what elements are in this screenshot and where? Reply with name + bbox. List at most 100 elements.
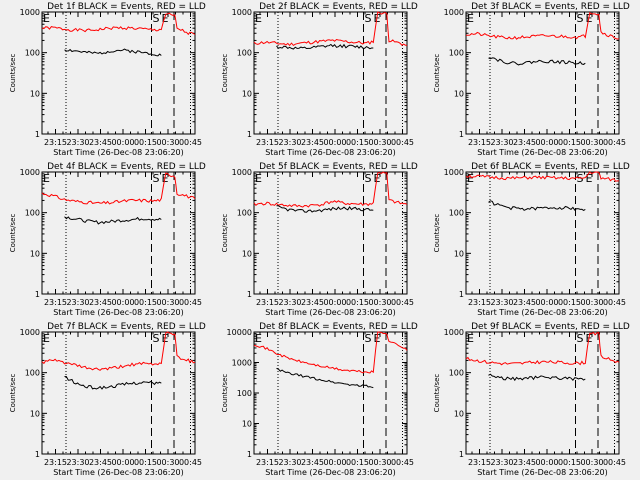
x-tick-label: 00:15 <box>346 138 369 147</box>
y-tick-label: 100 <box>25 49 40 58</box>
chart-panel-1: Det 1f BLACK = Events, RED = LLD 1 10 100 10… <box>9 2 206 157</box>
x-axis-label: Start Time (26-Dec-08 23:06:20) <box>53 468 184 477</box>
chart-panel-5: Det 5f BLACK = Events, RED = LLD 1 10 100 10… <box>221 162 418 317</box>
x-tick-label: 00:45 <box>603 458 626 467</box>
plot-frame <box>253 331 408 455</box>
y-tick-label: 1 <box>35 130 40 139</box>
chart-panel-9: Det 9f BLACK = Events, RED = LLD 1 10 100 10… <box>433 322 630 477</box>
black-events-series <box>488 200 586 211</box>
x-tick-label: 23:30 <box>66 458 89 467</box>
x-axis-label: Start Time (26-Dec-08 23:06:20) <box>477 468 608 477</box>
chart-panel-4: Det 4f BLACK = Events, RED = LLD 1 10 100 10… <box>9 162 206 317</box>
x-tick-label: 00:15 <box>558 298 581 307</box>
y-tick-label: 1000 <box>232 359 252 368</box>
y-tick-label: 1000 <box>444 168 464 177</box>
plot-frame <box>41 171 196 295</box>
red-lld-series <box>465 171 620 182</box>
corner-marker: E <box>255 172 262 185</box>
start-marker: S <box>365 12 372 25</box>
x-tick-label: 23:15 <box>256 458 279 467</box>
x-tick-label: 00:00 <box>535 298 558 307</box>
corner-marker: E <box>43 332 50 345</box>
y-tick-label: 10 <box>30 249 40 258</box>
chart-title: Det 5f BLACK = Events, RED = LLD <box>259 162 418 172</box>
y-tick-label: 100 <box>449 369 464 378</box>
red-lld-series <box>465 11 620 40</box>
start-marker: S <box>153 332 160 345</box>
start-marker: S <box>577 12 584 25</box>
y-tick-label: 1000 <box>232 168 252 177</box>
corner-marker: E <box>467 172 474 185</box>
y-axis-label: Counts/sec <box>433 374 441 413</box>
y-tick-label: 1000 <box>20 328 40 337</box>
y-tick-label: 100 <box>237 49 252 58</box>
y-axis-label: Counts/sec <box>433 214 441 253</box>
y-tick-label: 100 <box>449 209 464 218</box>
y-tick-label: 1 <box>35 450 40 459</box>
x-tick-label: 23:45 <box>301 138 324 147</box>
x-tick-label: 00:00 <box>323 458 346 467</box>
y-tick-label: 10 <box>454 89 464 98</box>
red-lld-series <box>253 331 408 374</box>
y-tick-label: 1 <box>247 130 252 139</box>
plot-frame <box>41 331 196 455</box>
chart-panel-2: Det 2f BLACK = Events, RED = LLD 1 10 100 10… <box>221 2 418 157</box>
x-tick-label: 23:45 <box>513 138 536 147</box>
end-marker: E <box>162 12 169 25</box>
y-tick-label: 1000 <box>444 8 464 17</box>
y-tick-label: 100 <box>237 389 252 398</box>
red-lld-series <box>253 11 408 47</box>
x-axis-label: Start Time (26-Dec-08 23:06:20) <box>265 468 396 477</box>
chart-title: Det 9f BLACK = Events, RED = LLD <box>471 322 630 332</box>
x-tick-label: 00:15 <box>134 138 157 147</box>
x-tick-label: 00:15 <box>558 138 581 147</box>
y-tick-label: 10 <box>30 89 40 98</box>
black-events-series <box>276 367 374 389</box>
x-tick-label: 00:45 <box>179 458 202 467</box>
black-events-series <box>488 373 586 382</box>
x-tick-label: 00:15 <box>134 298 157 307</box>
x-tick-label: 00:15 <box>346 458 369 467</box>
corner-marker: E <box>467 12 474 25</box>
x-tick-label: 00:45 <box>391 458 414 467</box>
x-tick-label: 00:30 <box>368 138 391 147</box>
red-lld-series <box>41 12 196 36</box>
y-tick-label: 1000 <box>20 8 40 17</box>
y-axis-label: Counts/sec <box>221 214 229 253</box>
x-tick-label: 23:15 <box>44 298 67 307</box>
x-tick-label: 23:30 <box>490 298 513 307</box>
black-events-series <box>64 376 162 390</box>
end-marker: E <box>586 172 593 185</box>
x-tick-label: 23:15 <box>44 138 67 147</box>
chart-title: Det 3f BLACK = Events, RED = LLD <box>471 2 630 12</box>
start-marker: S <box>153 172 160 185</box>
x-tick-label: 00:30 <box>156 458 179 467</box>
x-axis-label: Start Time (26-Dec-08 23:06:20) <box>53 148 184 157</box>
plot-frame <box>465 171 620 295</box>
x-tick-label: 00:30 <box>368 298 391 307</box>
red-lld-series <box>465 331 620 366</box>
plot-frame <box>41 11 196 135</box>
y-tick-label: 10000 <box>227 328 252 337</box>
red-lld-series <box>253 171 408 208</box>
x-tick-label: 00:45 <box>603 298 626 307</box>
black-events-series <box>488 57 586 66</box>
x-tick-label: 23:15 <box>468 138 491 147</box>
y-tick-label: 1 <box>247 290 252 299</box>
plot-frame <box>465 11 620 135</box>
y-axis-label: Counts/sec <box>221 54 229 93</box>
chart-title: Det 8f BLACK = Events, RED = LLD <box>259 322 418 332</box>
y-tick-label: 1000 <box>20 168 40 177</box>
red-lld-series <box>41 172 196 205</box>
x-tick-label: 00:45 <box>391 138 414 147</box>
x-tick-label: 00:15 <box>346 298 369 307</box>
x-tick-label: 00:00 <box>535 138 558 147</box>
x-tick-label: 23:45 <box>513 458 536 467</box>
x-tick-label: 00:30 <box>156 298 179 307</box>
start-marker: S <box>577 172 584 185</box>
black-events-series <box>64 48 162 57</box>
x-tick-label: 23:30 <box>278 298 301 307</box>
x-tick-label: 00:00 <box>323 298 346 307</box>
y-tick-label: 10 <box>454 249 464 258</box>
y-axis-label: Counts/sec <box>9 214 17 253</box>
